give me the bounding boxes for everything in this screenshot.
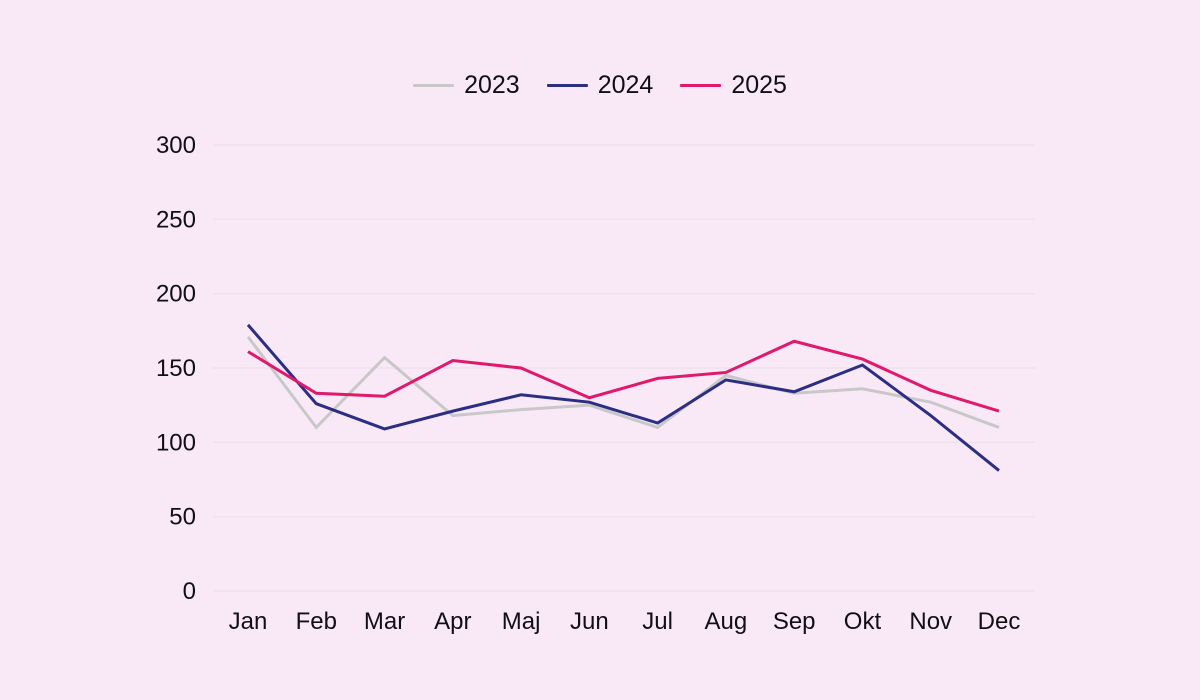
- x-tick-label-jun: Jun: [570, 608, 609, 635]
- x-tick-label-jan: Jan: [229, 608, 268, 635]
- legend-label-2023: 2023: [464, 71, 520, 99]
- x-tick-label-nov: Nov: [909, 608, 952, 635]
- y-tick-label-250: 250: [156, 206, 196, 233]
- y-tick-label-100: 100: [156, 429, 196, 456]
- legend-label-2025: 2025: [731, 71, 787, 99]
- x-tick-label-maj: Maj: [502, 608, 541, 635]
- y-tick-label-200: 200: [156, 281, 196, 308]
- y-tick-label-150: 150: [156, 355, 196, 382]
- legend-item-2025[interactable]: 2025: [680, 71, 787, 100]
- legend-label-2024: 2024: [597, 71, 654, 99]
- series-line-2024: [246, 323, 1000, 472]
- x-tick-label-feb: Feb: [296, 608, 337, 635]
- x-tick-label-sep: Sep: [773, 608, 816, 635]
- x-tick-label-jul: Jul: [642, 608, 673, 635]
- x-tick-label-apr: Apr: [434, 608, 471, 635]
- legend-item-2023[interactable]: 2023: [413, 71, 520, 100]
- y-tick-label-0: 0: [183, 578, 196, 605]
- chart-legend: 2023 2024 2025: [0, 71, 1200, 100]
- series-line-2023: [246, 335, 1000, 430]
- legend-swatch-2025: [680, 84, 722, 87]
- x-tick-label-mar: Mar: [364, 608, 405, 635]
- y-tick-label-300: 300: [156, 132, 196, 159]
- series-line-2025: [247, 339, 1000, 413]
- legend-item-2024[interactable]: 2024: [546, 71, 654, 100]
- legend-swatch-2023: [413, 84, 455, 87]
- x-tick-label-dec: Dec: [978, 608, 1021, 635]
- x-tick-label-okt: Okt: [844, 608, 882, 635]
- x-tick-label-aug: Aug: [705, 608, 748, 635]
- legend-swatch-2024: [546, 84, 588, 87]
- y-tick-label-50: 50: [169, 504, 196, 531]
